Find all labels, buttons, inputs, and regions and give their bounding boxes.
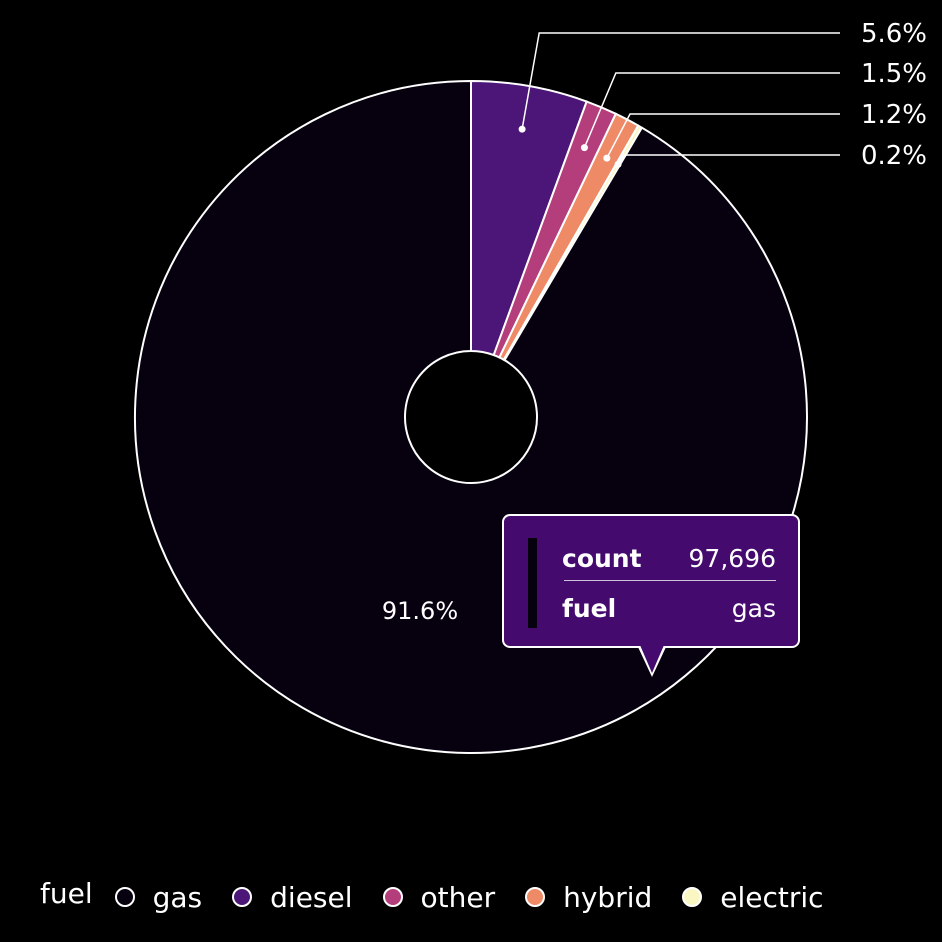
slice-label-hybrid: 1.2% — [861, 100, 927, 130]
tooltip-color-swatch — [528, 538, 537, 628]
leader-line-electric — [617, 154, 840, 165]
slice-label-other: 1.5% — [861, 59, 927, 89]
slice-gas[interactable] — [134, 79, 808, 754]
tooltip-key: count — [562, 543, 642, 573]
leader-line-hybrid — [606, 113, 840, 159]
slice-label-electric: 0.2% — [861, 141, 927, 171]
legend-item-hybrid[interactable]: hybrid — [525, 881, 652, 914]
legend-swatch — [525, 887, 546, 907]
leader-dot-other — [580, 144, 588, 152]
legend-item-diesel[interactable]: diesel — [232, 880, 353, 914]
legend-title: fuel — [40, 876, 93, 910]
tooltip-row-count: count 97,696 — [562, 540, 776, 576]
tooltip-divider — [564, 580, 776, 581]
tooltip-value: gas — [731, 593, 776, 623]
legend-swatch — [682, 887, 703, 907]
slice-label-gas: 91.6% — [382, 597, 458, 625]
leader-line-other — [583, 72, 840, 148]
slice-label-diesel: 5.6% — [861, 19, 927, 49]
legend-label: other — [420, 880, 496, 914]
tooltip: count 97,696 fuel gas — [502, 514, 800, 648]
legend-item-electric[interactable]: electric — [682, 880, 824, 914]
tooltip-row-fuel: fuel gas — [562, 590, 776, 626]
leader-dot-electric — [614, 160, 622, 168]
tooltip-pointer-fill — [640, 645, 664, 673]
legend-label: electric — [720, 880, 824, 914]
leader-dot-hybrid — [603, 154, 611, 162]
leader-dot-diesel — [518, 125, 526, 133]
legend-label: gas — [152, 880, 203, 914]
legend-swatch — [232, 887, 253, 907]
legend-swatch — [114, 887, 135, 907]
tooltip-value: 97,696 — [688, 543, 776, 573]
legend-item-other[interactable]: other — [382, 880, 496, 914]
leader-line-diesel — [521, 32, 840, 130]
legend-swatch — [382, 887, 403, 907]
legend-label: hybrid — [563, 880, 653, 914]
tooltip-key: fuel — [562, 593, 617, 623]
legend-item-gas[interactable]: gas — [114, 880, 203, 914]
legend: fuel gas diesel other hybrid electric — [40, 872, 854, 922]
legend-label: diesel — [270, 880, 353, 914]
